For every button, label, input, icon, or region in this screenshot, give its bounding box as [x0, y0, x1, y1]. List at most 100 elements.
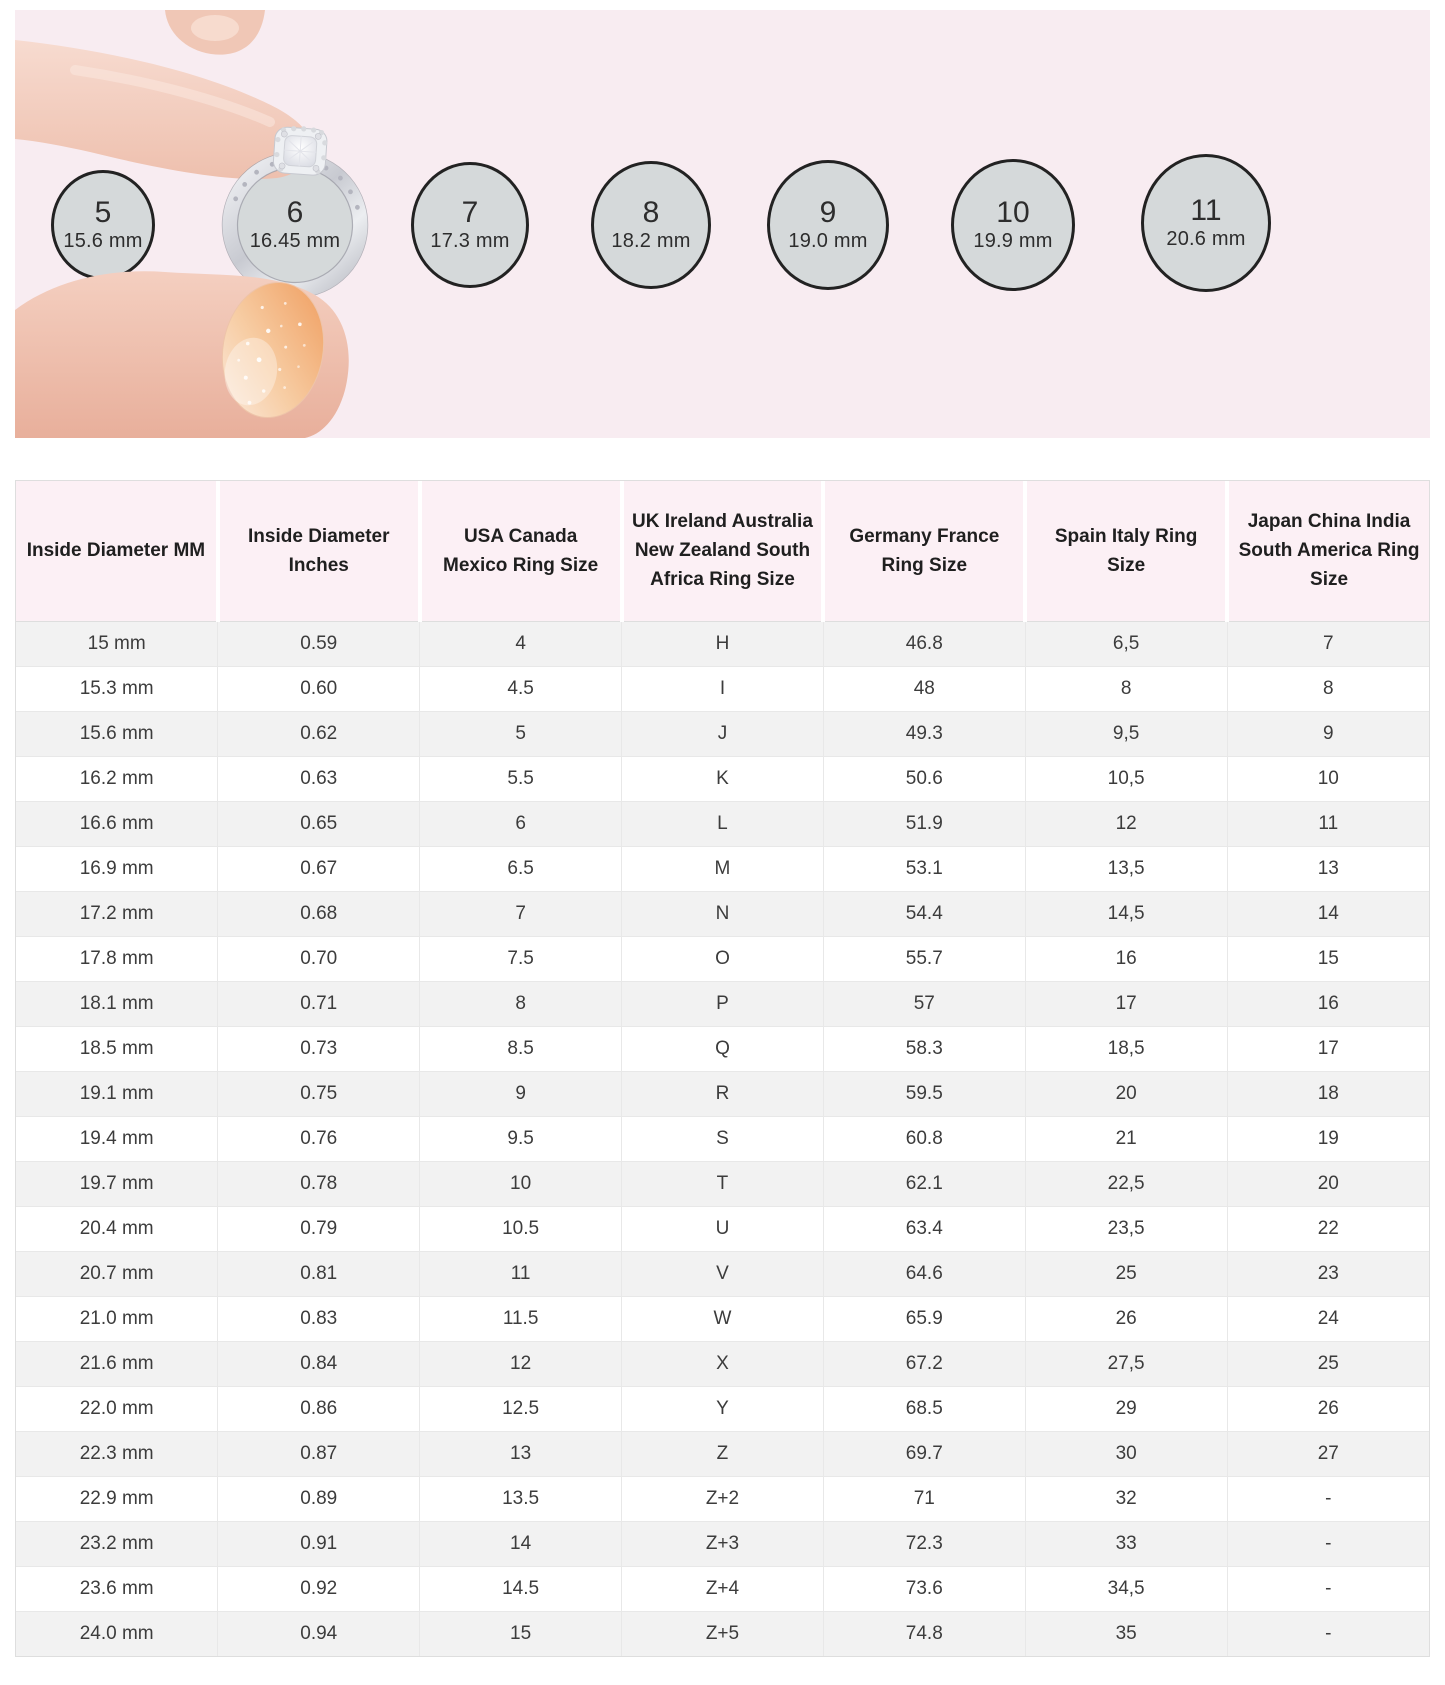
table-cell: 13: [419, 1430, 622, 1476]
table-cell: 62.1: [822, 1160, 1026, 1206]
table-cell: 17: [1226, 1025, 1429, 1071]
table-cell: Z+4: [621, 1565, 824, 1611]
table-cell: W: [621, 1295, 824, 1341]
table-cell: 34,5: [1024, 1565, 1228, 1611]
table-row: 20.4 mm 0.79 10.5 U 63.4 23,5 22: [16, 1205, 1429, 1251]
table-cell: 15.6 mm: [16, 710, 218, 756]
size-circle-7: 7 17.3 mm: [411, 162, 529, 288]
table-cell: K: [621, 755, 824, 801]
table-cell: 16.6 mm: [16, 800, 218, 846]
table-cell: S: [621, 1115, 824, 1161]
circle-label: 5 15.6 mm: [63, 196, 142, 255]
table-row: 16.9 mm 0.67 6.5 M 53.1 13,5 13: [16, 845, 1429, 891]
table-cell: 10: [419, 1160, 622, 1206]
table-cell: 4.5: [419, 665, 622, 711]
circle-size-number: 9: [819, 195, 837, 229]
table-cell: 49.3: [822, 710, 1026, 756]
ring-size-conversion-table: Inside Diameter MM Inside Diameter Inche…: [15, 480, 1430, 1657]
table-row: 20.7 mm 0.81 11 V 64.6 25 23: [16, 1250, 1429, 1296]
column-header-usa-canada-mexico: USA Canada Mexico Ring Size: [417, 481, 622, 622]
table-cell: 6,5: [1024, 621, 1228, 666]
table-cell: 60.8: [822, 1115, 1026, 1161]
table-row: 15.6 mm 0.62 5 J 49.3 9,5 9: [16, 710, 1429, 756]
table-cell: 20.4 mm: [16, 1205, 218, 1251]
table-cell: 0.60: [217, 665, 420, 711]
circle-size-number: 7: [461, 195, 479, 229]
index-finger: [15, 40, 312, 179]
table-cell: 0.62: [217, 710, 420, 756]
column-header-uk-ireland-australia: UK Ireland Australia New Zealand South A…: [619, 481, 824, 622]
circle-size-number: 8: [642, 195, 660, 229]
table-cell: 22.3 mm: [16, 1430, 218, 1476]
table-cell: 20: [1226, 1160, 1429, 1206]
table-cell: 57: [822, 980, 1026, 1026]
table-cell: 53.1: [822, 845, 1026, 891]
table-cell: 0.78: [217, 1160, 420, 1206]
table-cell: 22: [1226, 1205, 1429, 1251]
column-header-inside-diameter-inches: Inside Diameter Inches: [215, 481, 420, 622]
table-cell: 23: [1226, 1250, 1429, 1296]
table-cell: 67.2: [822, 1340, 1026, 1386]
table-cell: 14.5: [419, 1565, 622, 1611]
table-cell: 0.79: [217, 1205, 420, 1251]
table-cell: 15 mm: [16, 621, 218, 666]
circle-size-number: 6: [286, 195, 304, 229]
table-cell: 0.76: [217, 1115, 420, 1161]
table-cell: 10.5: [419, 1205, 622, 1251]
table-cell: -: [1226, 1520, 1429, 1566]
table-cell: 0.70: [217, 935, 420, 981]
table-cell: 16.9 mm: [16, 845, 218, 891]
circle-diameter-label: 19.9 mm: [973, 230, 1053, 253]
table-cell: J: [621, 710, 824, 756]
table-cell: 63.4: [822, 1205, 1026, 1251]
table-cell: 24: [1226, 1295, 1429, 1341]
table-cell: X: [621, 1340, 824, 1386]
table-cell: 54.4: [822, 890, 1026, 936]
table-cell: 8.5: [419, 1025, 622, 1071]
table-cell: 15: [419, 1610, 622, 1656]
table-cell: 9.5: [419, 1115, 622, 1161]
table-cell: 11: [1226, 800, 1429, 846]
table-cell: 33: [1024, 1520, 1228, 1566]
table-row: 17.2 mm 0.68 7 N 54.4 14,5 14: [16, 890, 1429, 936]
size-circle-6: 6 16.45 mm: [237, 167, 353, 283]
table-cell: 21.6 mm: [16, 1340, 218, 1386]
table-row: 21.0 mm 0.83 11.5 W 65.9 26 24: [16, 1295, 1429, 1341]
table-cell: 72.3: [822, 1520, 1026, 1566]
table-cell: 22.0 mm: [16, 1385, 218, 1431]
table-cell: 13.5: [419, 1475, 622, 1521]
table-cell: 18.5 mm: [16, 1025, 218, 1071]
table-cell: 16: [1226, 980, 1429, 1026]
table-cell: 22.9 mm: [16, 1475, 218, 1521]
column-header-japan-china-india: Japan China India South America Ring Siz…: [1225, 481, 1429, 622]
table-cell: 0.73: [217, 1025, 420, 1071]
table-cell: 48: [822, 665, 1026, 711]
table-cell: 35: [1024, 1610, 1228, 1656]
table-cell: Z+5: [621, 1610, 824, 1656]
table-cell: N: [621, 890, 824, 936]
table-cell: 10: [1226, 755, 1429, 801]
table-body: 15 mm 0.59 4 H 46.8 6,5 7 15.3 mm 0.60 4…: [16, 621, 1429, 1656]
table-row: 18.5 mm 0.73 8.5 Q 58.3 18,5 17: [16, 1025, 1429, 1071]
table-cell: 27: [1226, 1430, 1429, 1476]
circle-diameter-label: 18.2 mm: [611, 230, 691, 253]
table-cell: 15: [1226, 935, 1429, 981]
circle-label: 8 18.2 mm: [611, 196, 690, 255]
table-cell: 12: [419, 1340, 622, 1386]
table-cell: 0.81: [217, 1250, 420, 1296]
table-cell: 0.83: [217, 1295, 420, 1341]
table-cell: 9: [419, 1070, 622, 1116]
table-cell: 15.3 mm: [16, 665, 218, 711]
table-cell: 32: [1024, 1475, 1228, 1521]
glitter: [237, 302, 306, 405]
table-row: 22.3 mm 0.87 13 Z 69.7 30 27: [16, 1430, 1429, 1476]
table-cell: 59.5: [822, 1070, 1026, 1116]
circle-diameter-label: 16.45 mm: [249, 230, 341, 253]
table-cell: V: [621, 1250, 824, 1296]
table-cell: 65.9: [822, 1295, 1026, 1341]
table-header-row: Inside Diameter MM Inside Diameter Inche…: [16, 481, 1429, 622]
size-circle-9: 9 19.0 mm: [767, 160, 889, 290]
table-row: 22.9 mm 0.89 13.5 Z+2 71 32 -: [16, 1475, 1429, 1521]
table-cell: 18,5: [1024, 1025, 1228, 1071]
